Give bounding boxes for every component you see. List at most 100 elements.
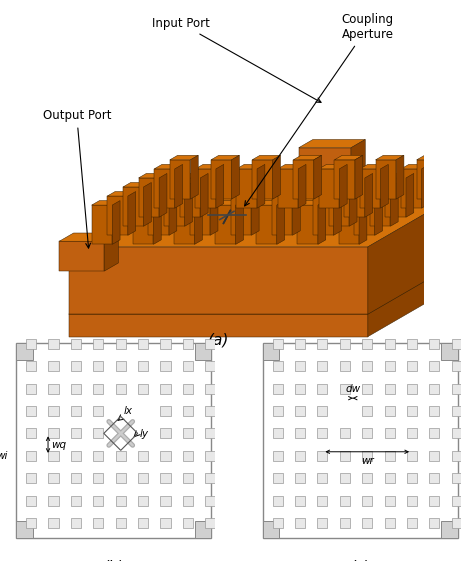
Polygon shape [237, 169, 257, 208]
Polygon shape [104, 233, 118, 271]
Polygon shape [401, 164, 429, 169]
Bar [48, 473, 59, 483]
Polygon shape [91, 201, 120, 205]
Bar [340, 473, 350, 483]
Bar [273, 339, 283, 349]
Polygon shape [375, 155, 404, 160]
Bar [429, 429, 439, 439]
Bar [116, 518, 126, 528]
Bar [318, 429, 328, 439]
Bar [429, 518, 439, 528]
Bar [407, 495, 417, 505]
Bar [340, 361, 350, 371]
Polygon shape [216, 164, 224, 208]
Bar [26, 429, 36, 439]
Polygon shape [144, 182, 151, 226]
Polygon shape [251, 191, 259, 235]
Polygon shape [381, 164, 388, 208]
Polygon shape [59, 233, 118, 241]
Bar [183, 361, 193, 371]
Polygon shape [180, 178, 201, 217]
Text: wq: wq [51, 440, 66, 449]
Bar [273, 473, 283, 483]
Bar [26, 473, 36, 483]
Polygon shape [190, 196, 210, 235]
Bar [48, 429, 59, 439]
Bar [407, 518, 417, 528]
Bar [340, 339, 350, 349]
Polygon shape [174, 201, 202, 205]
Bar [407, 473, 417, 483]
Polygon shape [154, 201, 161, 245]
Text: Coupling
Aperture: Coupling Aperture [245, 13, 394, 206]
Bar [93, 473, 103, 483]
Bar [362, 406, 372, 416]
Bar [183, 384, 193, 394]
Bar [183, 406, 193, 416]
Bar [26, 450, 36, 461]
Bar [318, 473, 328, 483]
Polygon shape [211, 155, 239, 160]
Bar [407, 339, 417, 349]
Polygon shape [107, 191, 136, 196]
Bar [318, 450, 328, 461]
Bar [183, 339, 193, 349]
Bar [161, 384, 171, 394]
Bar [362, 384, 372, 394]
Bar [452, 518, 462, 528]
Bar [362, 429, 372, 439]
Polygon shape [349, 182, 357, 226]
Bar [384, 384, 395, 394]
Bar [429, 495, 439, 505]
Bar [407, 429, 417, 439]
Bar [340, 450, 350, 461]
Polygon shape [299, 148, 351, 185]
Bar [93, 339, 103, 349]
Bar [452, 339, 462, 349]
Polygon shape [69, 252, 474, 314]
Bar [205, 450, 215, 461]
Text: ly: ly [140, 429, 149, 439]
Polygon shape [385, 178, 406, 217]
Polygon shape [338, 201, 367, 205]
Bar [429, 473, 439, 483]
Bar [340, 384, 350, 394]
Polygon shape [257, 164, 265, 208]
Bar [429, 384, 439, 394]
Polygon shape [401, 169, 421, 208]
Polygon shape [313, 196, 334, 235]
Polygon shape [91, 205, 112, 245]
Polygon shape [391, 182, 398, 226]
Bar [384, 473, 395, 483]
Bar [194, 521, 211, 537]
Bar [17, 521, 33, 537]
Polygon shape [195, 169, 216, 208]
Bar [273, 429, 283, 439]
Polygon shape [299, 140, 365, 148]
Bar [362, 518, 372, 528]
Text: wr: wr [361, 456, 374, 466]
Polygon shape [252, 155, 281, 160]
Polygon shape [215, 205, 236, 245]
Polygon shape [59, 241, 104, 271]
Bar [318, 518, 328, 528]
Bar [116, 450, 126, 461]
Polygon shape [174, 205, 194, 245]
Polygon shape [190, 191, 218, 196]
Bar [295, 429, 305, 439]
Bar [26, 495, 36, 505]
Bar [116, 339, 126, 349]
Bar [263, 343, 280, 360]
Polygon shape [133, 205, 154, 245]
Polygon shape [273, 155, 281, 199]
Polygon shape [370, 187, 391, 226]
Bar [384, 361, 395, 371]
Polygon shape [194, 201, 202, 245]
Polygon shape [375, 191, 383, 235]
Bar [71, 473, 81, 483]
Bar [340, 518, 350, 528]
Polygon shape [368, 252, 474, 337]
Bar [116, 495, 126, 505]
Polygon shape [180, 173, 208, 178]
Bar [205, 406, 215, 416]
